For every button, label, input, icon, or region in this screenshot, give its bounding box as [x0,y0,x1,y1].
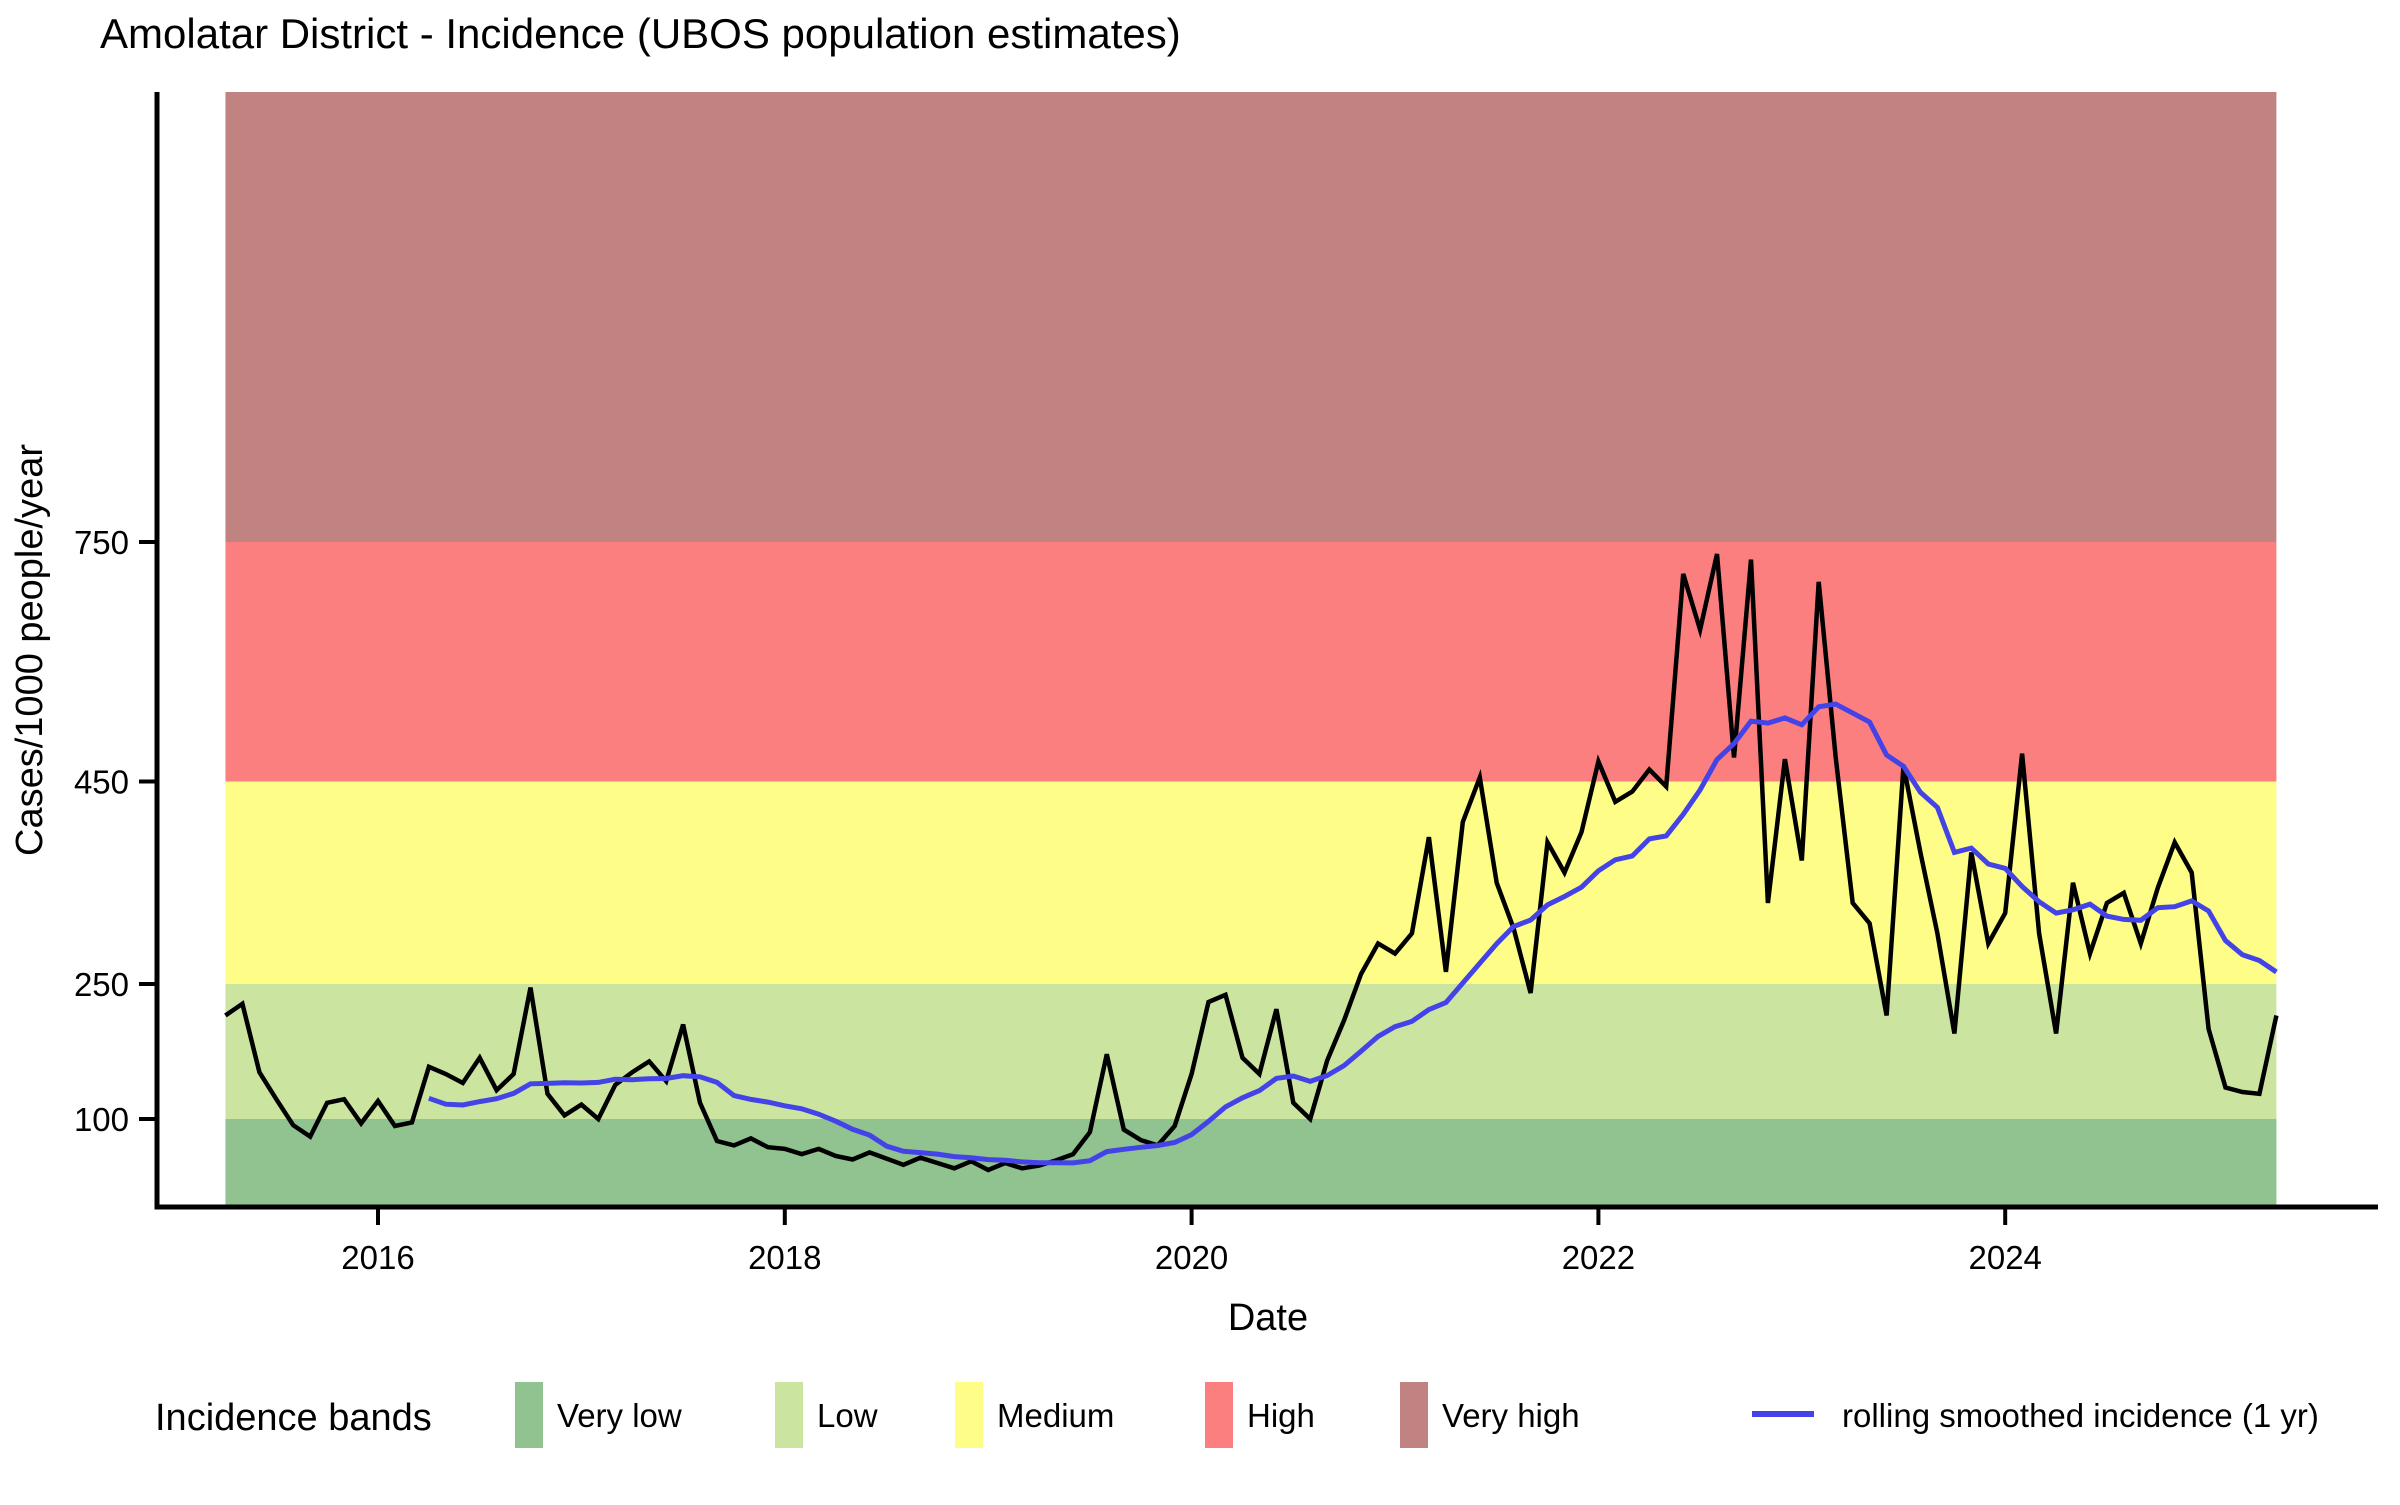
incidence-band-very-low [225,1119,2277,1207]
legend-swatch-very-high [1400,1382,1428,1448]
axes: 100 250 450 750 2016 2018 2020 2022 2024 [74,92,2378,1276]
legend-line-label: rolling smoothed incidence (1 yr) [1842,1397,2319,1434]
incidence-band-very-high [225,92,2277,542]
y-tick-label: 100 [74,1101,129,1138]
incidence-band-high [225,542,2277,782]
rolling-smoothed-line [428,701,2278,1166]
y-tick-label: 250 [74,966,129,1003]
legend-item-label: Very low [557,1397,682,1434]
x-axis-title: Date [1228,1297,1308,1339]
legend-swatch-low [775,1382,803,1448]
legend-swatch-medium [955,1382,983,1448]
y-tick-label: 750 [74,524,129,561]
x-tick-label: 2022 [1562,1239,1635,1276]
y-axis-title: Cases/1000 people/year [9,444,51,856]
y-tick-label: 450 [74,764,129,801]
legend-item-label: Low [817,1397,878,1434]
legend-title: Incidence bands [155,1397,432,1439]
x-tick-label: 2020 [1155,1239,1228,1276]
legend: Incidence bands rolling smoothed inciden… [155,1382,2319,1448]
monthly-incidence-line [224,553,2279,1173]
chart-title: Amolatar District - Incidence (UBOS popu… [100,10,1181,57]
legend-item-label: High [1247,1397,1315,1434]
legend-item-label: Very high [1442,1397,1580,1434]
legend-swatch-very-low [515,1382,543,1448]
x-tick-label: 2024 [1968,1239,2041,1276]
incidence-band-medium [225,781,2277,984]
x-tick-label: 2016 [341,1239,414,1276]
legend-item-label: Medium [997,1397,1114,1434]
data-series [224,553,2279,1173]
legend-swatch-high [1205,1382,1233,1448]
x-tick-label: 2018 [748,1239,821,1276]
incidence-bands [225,92,2277,1207]
